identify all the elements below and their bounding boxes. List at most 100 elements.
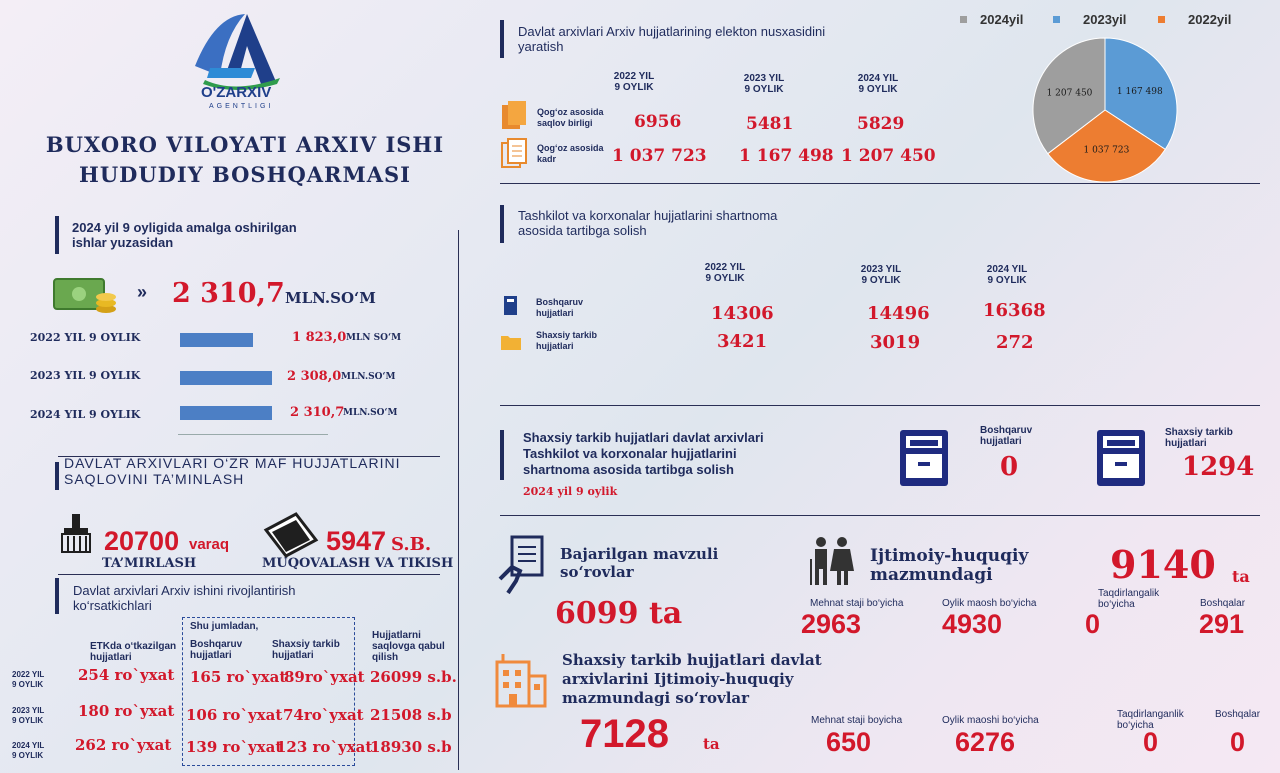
contract-row2-label: Shaxsiy tarkib hujjatlari (536, 330, 598, 351)
legend-label: 2024yil (980, 12, 1024, 27)
divider (500, 405, 1260, 406)
binder-icon (502, 295, 520, 317)
pie-slice (1047, 109, 1166, 183)
maf-heading: DAVLAT ARXIVLARI O‘ZR MAF HUJJATLARINI S… (64, 455, 400, 487)
pie-chart: 1 167 498 1 037 723 1 207 450 (1032, 37, 1178, 183)
revenue-row-unit: MLN.SO‘M (343, 408, 398, 418)
maf-heading-l1: DAVLAT ARXIVLARI O‘ZR MAF HUJJATLARINI (64, 455, 401, 471)
personnel-bosh-value: 0 (1000, 452, 1019, 482)
column-divider (458, 230, 459, 770)
contract-row1-2023: 14496 (867, 303, 930, 324)
personnel-social-label: Shaxsiy tarkib hujjatlari davlat arxivlar… (562, 651, 822, 707)
social-total: 9140 (1110, 542, 1216, 587)
dev-row-bosh: 106 ro`yxat (186, 706, 283, 724)
dev-row-shax: 89ro`yxat (284, 668, 365, 686)
logo-name: O'ZARXIV (201, 84, 272, 101)
contract-accent (500, 205, 504, 243)
personnel-social-item-label: Taqdirlanganlik bo‘yicha (1117, 709, 1184, 731)
social-item-value: 4930 (942, 609, 1003, 639)
dev-row-shax: 74ro`yxat (283, 706, 364, 724)
thematic-value: 6099 ta (555, 596, 683, 631)
dev-row-year: 2023 YIL (12, 706, 45, 715)
revenue-axis (178, 434, 328, 435)
repair-unit: varaq (189, 536, 230, 553)
repair-label: TA’MIRLASH (102, 556, 197, 571)
pie-slice (1032, 37, 1106, 155)
dev-row-year: 2024 YIL (12, 741, 45, 750)
revenue-bar-2024 (180, 406, 272, 420)
digital-row1-2024: 5829 (857, 114, 905, 134)
divider (58, 574, 440, 575)
social-total-unit: ta (1232, 567, 1250, 586)
revenue-accent (55, 216, 59, 254)
dev-accent (55, 578, 59, 614)
contract-row1-label: Boshqaruv hujjatlari (536, 297, 584, 318)
chart-legend: 2024yil 2023yil 2022yil (960, 12, 1260, 30)
digital-year-2024: 2024 YIL 9 OYLIK (857, 73, 899, 95)
digital-year-2023: 2023 YIL 9 OYLIK (743, 73, 785, 95)
revenue-row-label: 2023 YIL 9 OYLIK (30, 369, 141, 382)
divider (58, 456, 440, 457)
paint-brush-icon (58, 512, 94, 554)
digital-row2-2024: 1 207 450 (841, 146, 936, 166)
document-copies-icon (500, 137, 528, 169)
revenue-row-value: 1 823,0 (292, 330, 347, 345)
social-item-label: Boshqalar (1200, 598, 1246, 609)
revenue-row-label: 2024 YIL 9 OYLIK (30, 408, 141, 421)
dev-row-period: 9 OYLIK (12, 680, 44, 689)
digital-row2-2023: 1 167 498 (739, 146, 834, 166)
digital-row1-2023: 5481 (746, 114, 794, 134)
page-title: BUXORO VILOYATI ARXIV ISHI HUDUDIY BOSHQ… (30, 130, 460, 190)
dev-row-etk: 180 ro`yxat (78, 702, 175, 720)
personnel-social-item-value: 6276 (955, 727, 1016, 757)
dev-col-bosh: Boshqaruv hujjatlari (190, 639, 243, 661)
bind-label: MUQOVALASH VA TIKISH (262, 556, 454, 571)
personnel-heading-l2: Tashkilot va korxonalar hujjatlarini (523, 446, 737, 461)
dev-col-qabul: Hujjatlarni saqlovga qabul qilish (372, 630, 445, 663)
thematic-label: Bajarilgan mavzuli so‘rovlar (560, 545, 719, 581)
revenue-row-label: 2022 YIL 9 OYLIK (30, 331, 141, 344)
contract-row2-2024: 272 (996, 332, 1034, 353)
personnel-accent (500, 430, 504, 480)
revenue-row-unit: MLN SO‘M (346, 333, 402, 343)
revenue-row-value: 2 310,7 (290, 405, 345, 420)
hand-document-icon (498, 535, 546, 595)
bind-unit: S.B. (391, 534, 432, 555)
contract-year-2022: 2022 YIL 9 OYLIK (704, 262, 746, 284)
digital-heading-l2: yaratish (518, 39, 564, 54)
revenue-row-value: 2 308,0 (287, 369, 342, 384)
dev-col-etk: ETKda o‘tkazilgan hujjatlari (90, 641, 177, 663)
logo-mark-icon (195, 14, 280, 90)
legend-swatch (1158, 16, 1165, 23)
legend-label: 2022yil (1188, 12, 1232, 27)
revenue-bar-2022 (180, 333, 253, 347)
personnel-heading-l3: shartnoma asosida tartibga solish (523, 462, 734, 477)
elderly-couple-icon (806, 535, 858, 587)
contract-row1-2022: 14306 (711, 303, 774, 324)
revenue-heading-l1: 2024 yil 9 oyligida amalga oshirilgan (72, 220, 297, 235)
file-cabinet-icon (1095, 428, 1147, 488)
revenue-heading: 2024 yil 9 oyligida amalga oshirilgan is… (72, 220, 297, 250)
divider (500, 515, 1260, 516)
pie-slice-label: 1 207 450 (1047, 88, 1093, 98)
digital-accent (500, 20, 504, 58)
social-item-value: 0 (1085, 609, 1101, 639)
contract-row2-2023: 3019 (870, 332, 921, 353)
dev-row-bosh: 165 ro`yxat (190, 668, 287, 686)
personnel-social-item-label: Mehnat staji boyicha (811, 715, 903, 726)
dev-highlight-box (182, 617, 355, 766)
digital-row1-label: Qog‘oz asosida saqlov birligi (537, 107, 604, 128)
social-item-label: Mehnat staji bo‘yicha (810, 598, 904, 609)
dev-row-shax: 123 ro`yxat (276, 738, 373, 756)
contract-row1-2024: 16368 (983, 300, 1046, 321)
folder-icon (500, 333, 522, 351)
contract-heading-l1: Tashkilot va korxonalar hujjatlarini sha… (518, 208, 778, 223)
dev-heading-l1: Davlat arxivlari Arxiv ishini rivojlanti… (73, 583, 296, 598)
personnel-social-item-label: Oylik maoshi bo‘yicha (942, 715, 1039, 726)
dev-row-etk: 254 ro`yxat (78, 666, 175, 684)
personnel-period: 2024 yil 9 oylik (523, 485, 618, 498)
personnel-bosh-label: Boshqaruv hujjatlari (980, 425, 1033, 447)
maf-heading-l2: SAQLOVINI TA’MINLASH (64, 471, 245, 487)
dev-shu-jumladan: Shu jumladan, (190, 621, 259, 632)
social-item-label: Taqdirlangalik bo‘yicha (1098, 588, 1160, 610)
